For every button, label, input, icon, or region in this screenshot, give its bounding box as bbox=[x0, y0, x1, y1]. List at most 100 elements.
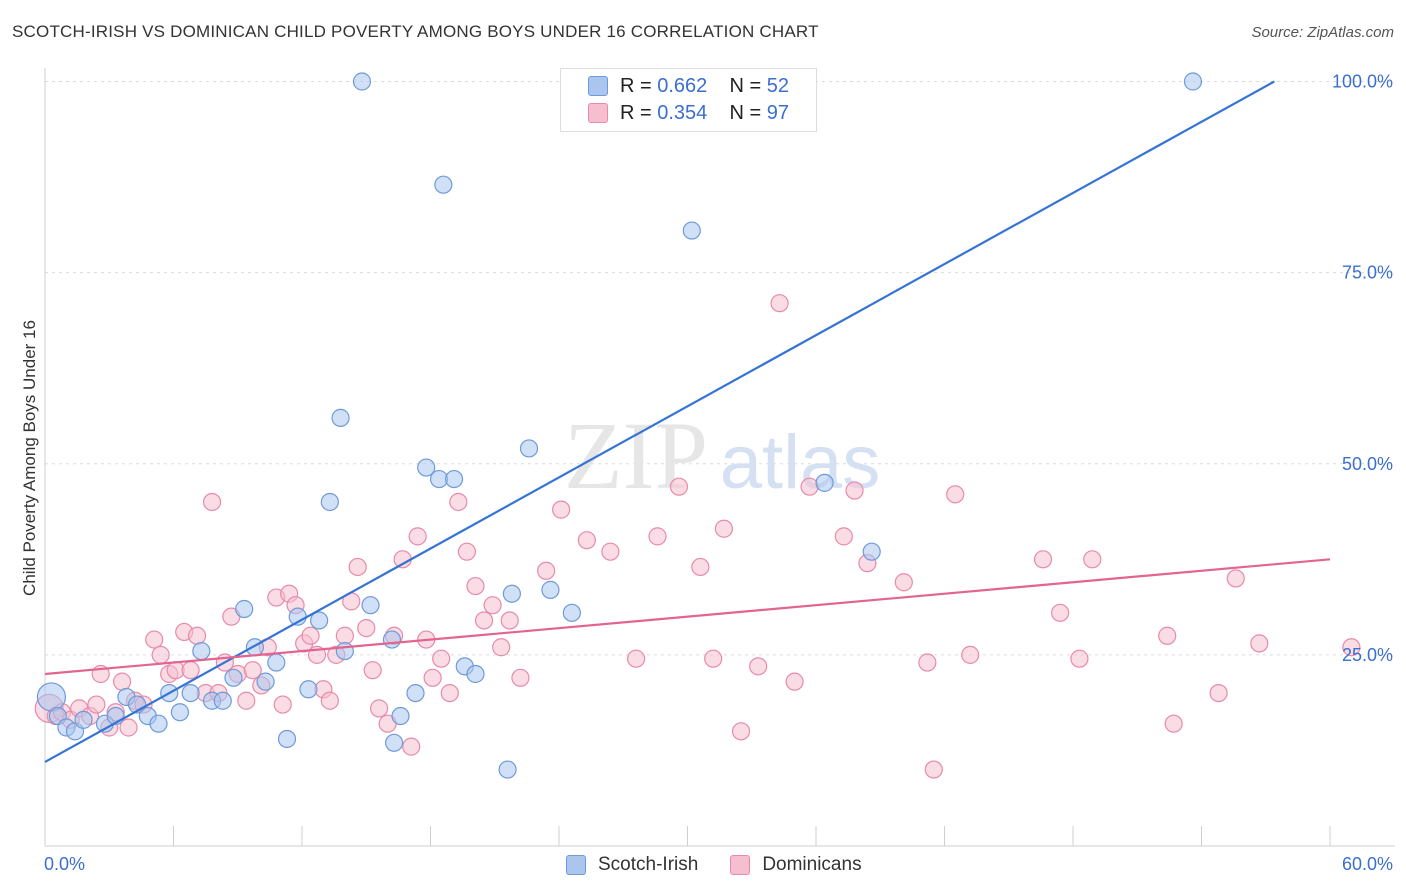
r-label: R = bbox=[620, 74, 658, 97]
dominicans-point bbox=[946, 485, 965, 504]
blue-swatch-icon bbox=[588, 76, 608, 96]
dominicans-point bbox=[483, 596, 502, 615]
dominicans-point bbox=[449, 492, 468, 512]
dominicans-point bbox=[918, 653, 937, 672]
dominicans-point bbox=[408, 527, 427, 546]
series-legend: Scotch-Irish Dominicans bbox=[566, 852, 894, 878]
dominicans-point bbox=[423, 668, 442, 687]
dominicans-point bbox=[320, 691, 339, 710]
dominicans-point bbox=[961, 645, 980, 664]
n-label: N = bbox=[729, 101, 767, 124]
legend-item-dominicans[interactable]: Dominicans bbox=[730, 854, 862, 876]
dominicans-point bbox=[363, 661, 382, 680]
dominicans-point bbox=[145, 630, 164, 649]
dominicans-points bbox=[34, 294, 1361, 779]
scotch-irish-point bbox=[256, 672, 275, 691]
dominicans-point bbox=[402, 737, 421, 756]
legend-row-dominicans: R = 0.354 N = 97 bbox=[588, 101, 789, 125]
n-label: N = bbox=[729, 74, 767, 97]
dominicans-point bbox=[370, 699, 389, 718]
dominicans-point bbox=[457, 542, 477, 561]
scotch-irish-point bbox=[444, 469, 464, 489]
dominicans-point bbox=[834, 527, 853, 546]
scotch-irish-point bbox=[862, 542, 881, 561]
y-tick-label: 50.0% bbox=[1342, 454, 1393, 474]
dominicans-point bbox=[511, 668, 530, 687]
dominicans-point bbox=[357, 619, 376, 638]
r-value: 0.662 bbox=[657, 74, 708, 97]
scotch-irish-point bbox=[352, 72, 372, 91]
dominicans-point bbox=[1226, 569, 1245, 588]
dominicans-point bbox=[749, 657, 768, 676]
scotch-irish-point bbox=[682, 221, 701, 240]
dominicans-point bbox=[348, 557, 367, 577]
dominicans-point bbox=[87, 695, 106, 714]
dominicans-point bbox=[924, 760, 943, 779]
tick-labels: 25.0% 50.0% 75.0% 100.0% 0.0% 60.0% bbox=[44, 72, 1393, 875]
dominicans-point bbox=[187, 626, 207, 645]
y-tick-label: 25.0% bbox=[1342, 645, 1393, 665]
scotch-irish-point bbox=[235, 599, 254, 619]
dominicans-point bbox=[800, 477, 819, 496]
dominicans-point bbox=[243, 661, 262, 680]
dominicans-point bbox=[181, 661, 200, 680]
scotch-irish-point bbox=[310, 611, 329, 630]
dominicans-point bbox=[785, 672, 804, 691]
scotch-irish-point bbox=[384, 733, 404, 752]
scotch-irish-point bbox=[498, 760, 517, 779]
scotch-irish-point bbox=[320, 492, 339, 512]
scotch-irish-point bbox=[267, 653, 286, 672]
scotch-irish-point bbox=[406, 683, 425, 703]
scotch-irish-point bbox=[417, 458, 436, 477]
dominicans-point bbox=[1083, 550, 1102, 569]
dominicans-point bbox=[202, 492, 222, 512]
dominicans-point bbox=[1164, 714, 1183, 733]
y-tick-label: 75.0% bbox=[1342, 263, 1393, 283]
watermark-zip: ZIP bbox=[564, 402, 708, 509]
blue-swatch-icon bbox=[566, 855, 586, 875]
dominicans-point bbox=[552, 500, 571, 519]
dominicans-point bbox=[301, 626, 320, 645]
dominicans-point bbox=[119, 718, 138, 737]
n-value: 97 bbox=[766, 101, 790, 124]
dominicans-point bbox=[273, 695, 292, 714]
dominicans-point bbox=[894, 573, 913, 592]
dominicans-point bbox=[1250, 634, 1269, 653]
dominicans-point bbox=[731, 722, 751, 741]
scotch-irish-point bbox=[277, 729, 297, 749]
scotch-irish-point bbox=[192, 641, 211, 661]
scotch-irish-point bbox=[519, 439, 539, 458]
scotch-irish-points bbox=[36, 72, 1203, 779]
dominicans-point bbox=[432, 649, 451, 668]
dominicans-point bbox=[474, 611, 494, 630]
scotch-irish-point bbox=[1183, 72, 1203, 91]
scotch-irish-point bbox=[815, 473, 834, 492]
dominicans-point bbox=[714, 519, 734, 538]
chart-title: SCOTCH-IRISH VS DOMINICAN CHILD POVERTY … bbox=[12, 22, 819, 41]
watermark: ZIP atlas bbox=[564, 402, 880, 509]
scotch-irish-point bbox=[36, 682, 67, 712]
n-value: 52 bbox=[766, 74, 790, 97]
scotch-irish-point bbox=[331, 408, 350, 427]
dominicans-point bbox=[537, 561, 556, 580]
dominicans-point bbox=[601, 542, 620, 561]
dominicans-point bbox=[335, 626, 354, 645]
dominicans-point bbox=[691, 557, 710, 577]
x-tick-label: 0.0% bbox=[44, 854, 85, 874]
scotch-irish-point bbox=[74, 710, 93, 729]
dominicans-point bbox=[1070, 649, 1089, 668]
legend-item-scotch-irish[interactable]: Scotch-Irish bbox=[566, 854, 698, 876]
scotch-irish-point bbox=[170, 703, 190, 722]
y-tick-label: 100.0% bbox=[1332, 72, 1393, 92]
dominicans-point bbox=[770, 294, 789, 313]
dominicans-point bbox=[1342, 638, 1361, 657]
dominicans-trend-line bbox=[44, 558, 1331, 676]
scotch-irish-point bbox=[335, 641, 354, 661]
dominicans-point bbox=[1158, 626, 1177, 645]
dominicans-point bbox=[466, 576, 485, 596]
scotch-irish-point bbox=[224, 668, 243, 687]
dominicans-point bbox=[704, 649, 723, 668]
r-value: 0.354 bbox=[657, 101, 708, 124]
trend-lines bbox=[44, 80, 1331, 763]
